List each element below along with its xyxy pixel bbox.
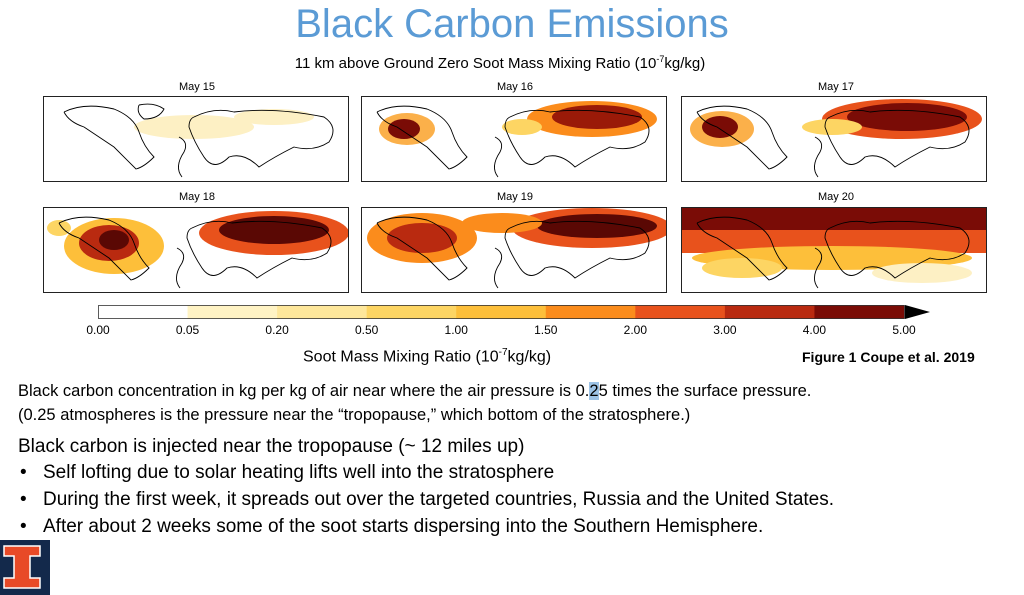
colorbar-segment [187,305,278,319]
panel-label-may-15: May 15 [178,81,216,93]
bullet-item: Self lofting due to solar heating lifts … [43,462,555,483]
figure-caption: Figure 1 Coupe et al. 2019 [802,349,975,365]
map-panel-may-20 [681,207,987,293]
colorbar-segment [456,305,547,319]
colorbar-segment [366,305,457,319]
map-panel-may-17 [681,96,987,182]
colorbar-segment [724,305,815,319]
figure-subtitle: 11 km above Ground Zero Soot Mass Mixing… [294,54,706,72]
colorbar-tick-label: 0.20 [265,323,289,337]
panel-label-may-18: May 18 [178,191,216,203]
highlighted-text: 2 [589,382,599,400]
map-panel-may-18 [43,207,349,293]
panel-label-may-20: May 20 [817,191,855,203]
colorbar-segment [814,305,905,319]
bullet-marker: • [20,516,27,537]
colorbar-tick-label: 3.00 [713,323,737,337]
bullet-item: After about 2 weeks some of the soot sta… [43,516,764,537]
colorbar-segment [277,305,368,319]
body-line-1: Black carbon concentration in kg per kg … [18,382,812,400]
bullet-item: During the first week, it spreads out ov… [43,489,835,510]
colorbar-segment [545,305,636,319]
colorbar-tick-label: 0.05 [175,323,200,337]
colorbar-title: Soot Mass Mixing Ratio (10-7kg/kg) [303,347,552,366]
colorbar-tick-label: 0.50 [354,323,379,337]
body-line-2: (0.25 atmospheres is the pressure near t… [18,406,691,424]
map-panel-may-16 [361,96,667,182]
colorbar-tick-label: 5.00 [892,323,916,337]
panel-label-may-17: May 17 [817,81,855,93]
colorbar-segment [98,305,189,319]
map-panel-may-19 [361,207,667,293]
university-logo [0,540,50,595]
slide-title: Black Carbon Emissions [295,2,729,46]
body-line-3: Black carbon is injected near the tropop… [18,436,525,457]
colorbar-tick-label: 2.00 [623,323,647,337]
map-panel-may-15 [43,96,349,182]
colorbar-tick-label: 0.00 [86,323,110,337]
bullet-marker: • [20,462,27,483]
colorbar-tick-label: 1.50 [534,323,558,337]
panel-label-may-19: May 19 [496,191,534,203]
colorbar-tick-label: 1.00 [444,323,468,337]
colorbar-segment [635,305,726,319]
panel-label-may-16: May 16 [496,81,534,93]
bullet-marker: • [20,489,27,510]
colorbar [98,305,930,319]
colorbar-tick-label: 4.00 [802,323,827,337]
